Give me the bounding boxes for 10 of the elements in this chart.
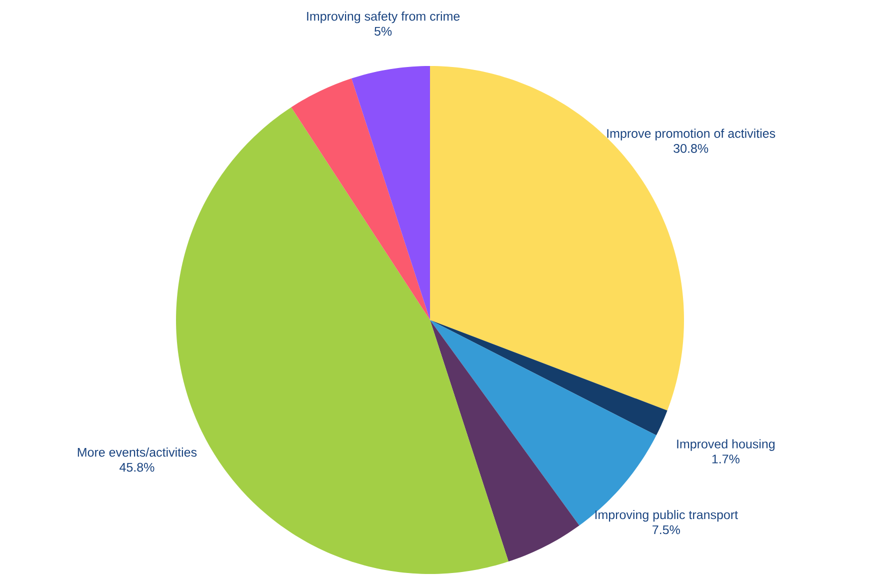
data-label: 1.7%	[712, 454, 740, 464]
data-label: 5%	[374, 26, 392, 36]
slice-label: Improve promotion of activities	[607, 128, 776, 140]
data-label: 45.8%	[120, 462, 154, 472]
data-label: 7.5%	[652, 525, 680, 534]
data-label: 30.8%	[674, 144, 708, 153]
slice-label: More events/activities	[78, 448, 197, 457]
slice-label: Improving safety from crime	[307, 12, 460, 24]
slice-label: Improving public transport	[595, 510, 738, 522]
slice-label: Improved housing	[677, 439, 775, 451]
